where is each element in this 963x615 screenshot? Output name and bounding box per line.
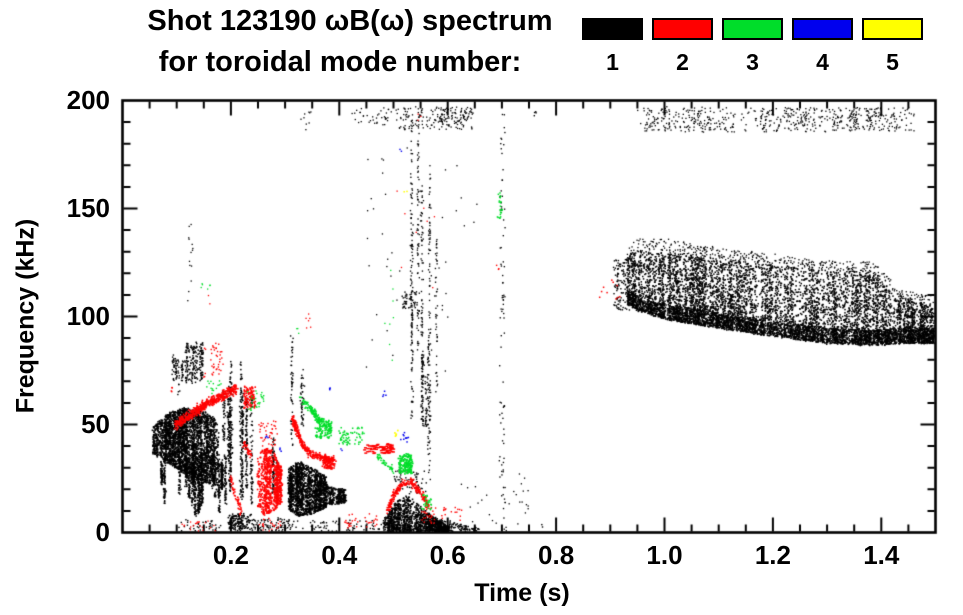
chart-subtitle: for toroidal mode number: (158, 46, 522, 78)
x-tick-label-0.4: 0.4 (321, 540, 358, 570)
x-tick-label-0.6: 0.6 (429, 540, 466, 570)
y-tick-label-50: 50 (81, 408, 110, 439)
x-axis-title: Time (s) (474, 579, 570, 607)
x-tick-label-0.2: 0.2 (212, 540, 249, 570)
legend-swatch-mode-4 (792, 18, 853, 40)
chart-title: Shot 123190 ωB(ω) spectrum (147, 5, 553, 37)
x-tick-label-1.0: 1.0 (646, 540, 683, 570)
legend-swatch-mode-2 (652, 18, 713, 40)
x-tick-label-0.8: 0.8 (538, 540, 575, 570)
y-tick-label-100: 100 (66, 300, 110, 331)
y-tick-label-150: 150 (66, 192, 110, 223)
y-tick-label-0: 0 (95, 516, 110, 547)
legend-label-mode-2: 2 (676, 49, 689, 75)
legend-swatch-mode-5 (862, 18, 923, 40)
legend-label-mode-4: 4 (816, 49, 829, 75)
legend-label-mode-3: 3 (746, 49, 759, 75)
legend-swatch-mode-3 (722, 18, 783, 40)
legend-label-mode-5: 5 (886, 49, 899, 75)
y-tick-label-200: 200 (66, 84, 110, 115)
legend-swatch-mode-1 (582, 18, 643, 40)
x-tick-label-1.2: 1.2 (754, 540, 791, 570)
legend-label-mode-1: 1 (606, 49, 619, 75)
x-tick-label-1.4: 1.4 (863, 540, 900, 570)
